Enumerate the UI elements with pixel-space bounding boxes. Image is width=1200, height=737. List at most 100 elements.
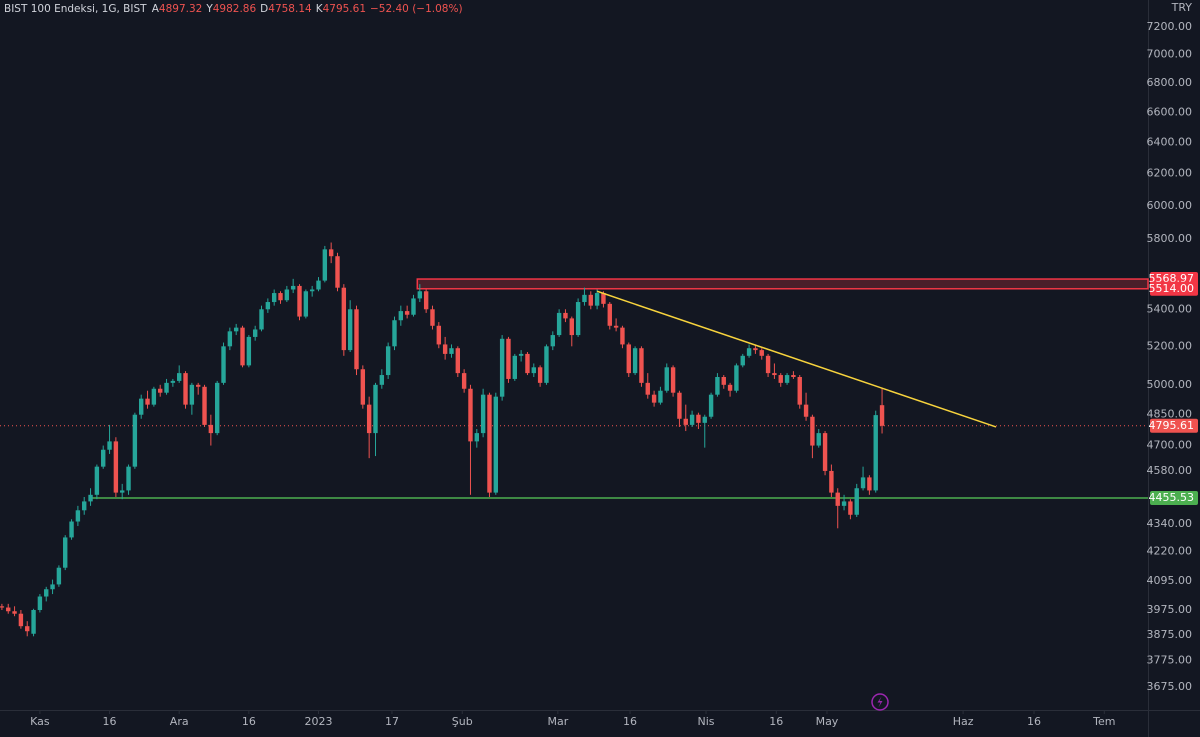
candle-body [810, 416, 815, 446]
candle-body [354, 309, 359, 370]
resistance-zone [416, 278, 1149, 290]
candle-body [278, 293, 283, 301]
candle-body [860, 477, 866, 489]
candle-body [740, 355, 745, 366]
candle-body [398, 311, 404, 321]
candle-body [607, 303, 612, 326]
candle-body [252, 329, 258, 337]
ohlc-value: 4795.61 [323, 3, 366, 15]
y-tick-label: 3775.00 [1147, 654, 1193, 667]
candle-body [341, 287, 347, 351]
candle-body [601, 293, 606, 304]
y-tick-label: 4580.00 [1147, 464, 1193, 477]
candle-body [829, 470, 834, 493]
candle-body [12, 611, 17, 614]
candle-body [195, 384, 201, 387]
candle-body [63, 537, 68, 568]
change-value: −52.40 (−1.08%) [370, 3, 463, 15]
candle-body [854, 488, 859, 515]
x-tick-label: 16 [103, 715, 117, 728]
y-tick-label: 6000.00 [1147, 199, 1193, 212]
candle-body [715, 376, 720, 395]
y-tick-label: 4700.00 [1147, 439, 1193, 452]
x-tick-label: 17 [385, 715, 399, 728]
support-label-bg [1150, 490, 1198, 505]
candle-body [442, 344, 448, 354]
candle-body [417, 291, 423, 299]
x-tick-label: Haz [953, 715, 974, 728]
candle-body [620, 327, 625, 345]
currency: TRY [1171, 1, 1193, 14]
candle-body [626, 344, 631, 374]
candle-body [436, 325, 442, 345]
candle-body [202, 386, 207, 425]
candle-body [158, 388, 163, 393]
candle-body [316, 280, 321, 290]
candle-body [392, 320, 397, 347]
candle-body [151, 388, 157, 405]
candle-body [113, 441, 119, 493]
candle-body [677, 392, 682, 419]
candle-body [404, 311, 410, 315]
x-tick-label: 16 [242, 715, 256, 728]
y-tick-label: 4340.00 [1147, 517, 1193, 530]
candle-body [759, 350, 764, 356]
candle-body [664, 367, 669, 391]
candle-body [227, 331, 233, 347]
candle-body [683, 418, 688, 425]
candle-body [6, 607, 11, 612]
x-tick-label: Nis [698, 715, 715, 728]
candle-body [373, 384, 378, 434]
y-tick-label: 3975.00 [1147, 603, 1193, 616]
candle-body [563, 312, 568, 319]
candle-body [696, 414, 701, 423]
y-tick-label: 6600.00 [1147, 105, 1193, 118]
y-tick-label: 5400.00 [1147, 302, 1193, 315]
candle-body [708, 394, 714, 417]
candle-body [803, 404, 809, 417]
x-tick-label: Ara [170, 715, 189, 728]
candle-body [499, 338, 505, 397]
candle-body [512, 355, 517, 379]
y-tick-label: 3675.00 [1147, 680, 1193, 693]
candle-body [525, 353, 530, 374]
event-icon[interactable] [871, 693, 889, 711]
candle-body [221, 346, 226, 383]
candle-body [145, 398, 150, 405]
x-tick-label: Kas [30, 715, 50, 728]
candle-body [493, 396, 498, 493]
candle-body [474, 433, 480, 442]
x-tick-label: 16 [1027, 715, 1041, 728]
legend-header: BIST 100 Endeksi, 1G, BIST A4897.32 Y4982.… [4, 3, 463, 15]
candle-body [550, 335, 555, 347]
candle-body [702, 416, 707, 423]
candle-body [518, 353, 524, 356]
candle-body [544, 346, 549, 383]
x-tick-label: Tem [1092, 715, 1115, 728]
candle-body [208, 424, 214, 434]
candle-body [556, 312, 562, 336]
candle-body [487, 394, 492, 493]
candle-body [88, 494, 93, 502]
candle-body [94, 466, 100, 495]
y-tick-label: 7200.00 [1147, 20, 1193, 33]
candle-body [423, 291, 429, 310]
candle-body [461, 373, 467, 389]
candle-body [101, 449, 106, 467]
x-tick-label: 2023 [305, 715, 333, 728]
candle-body [164, 382, 169, 393]
candle-body [335, 256, 340, 288]
y-tick-label: 5200.00 [1147, 339, 1193, 352]
candle-body [132, 414, 138, 467]
candle-body [69, 521, 74, 538]
candle-body [176, 373, 182, 381]
candle-body [75, 510, 81, 522]
y-tick-label: 6200.00 [1147, 167, 1193, 180]
last-price-label-bg [1150, 418, 1198, 433]
candle-body [379, 375, 385, 385]
support-label: 4455.53 [1149, 491, 1195, 504]
candle-body [835, 492, 840, 506]
candle-body [765, 355, 771, 374]
candle-body [233, 327, 239, 332]
